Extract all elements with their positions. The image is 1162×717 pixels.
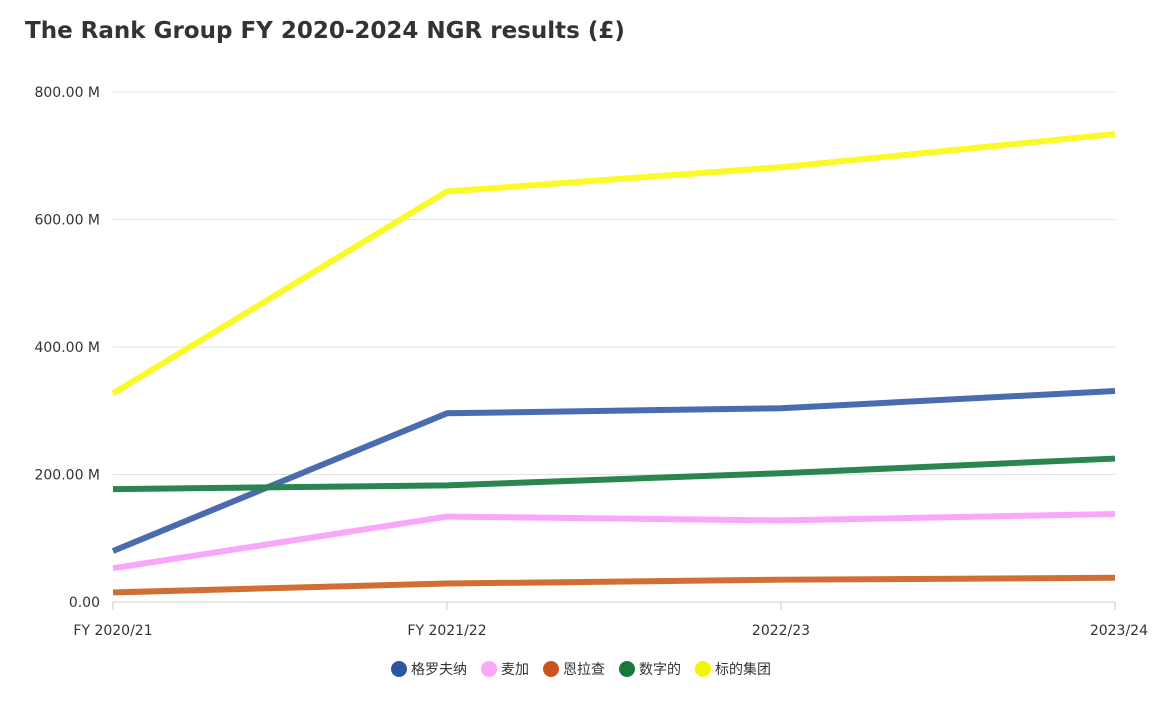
series-line-0[interactable] [111, 387, 1116, 554]
legend-label: 恩拉查 [563, 662, 605, 678]
y-tick-label: 0.00 [69, 595, 100, 611]
x-tick-label: 2022/23 [752, 623, 810, 639]
x-tick-label: FY 2021/22 [407, 623, 486, 639]
legend-item[interactable]: 恩拉查 [543, 659, 605, 679]
grid-lines [113, 91, 1115, 603]
chart-title: The Rank Group FY 2020-2024 NGR results … [25, 18, 625, 44]
legend-label: 格罗夫纳 [411, 662, 467, 678]
y-tick-label: 600.00 M [34, 213, 100, 229]
x-axis-tick-labels: FY 2020/21 FY 2021/22 2022/23 2023/24 [73, 623, 1148, 639]
series-line-1[interactable] [112, 511, 1116, 572]
x-axis [112, 602, 1116, 610]
legend-swatch-icon [543, 661, 559, 677]
x-tick-label: 2023/24 [1090, 623, 1148, 639]
y-tick-label: 200.00 M [34, 468, 100, 484]
legend-label: 标的集团 [715, 662, 771, 678]
legend: 格罗夫纳 麦加 恩拉查 数字的 标的集团 [0, 659, 1162, 679]
legend-label: 数字的 [639, 662, 681, 678]
legend-swatch-icon [619, 661, 635, 677]
y-tick-label: 400.00 M [34, 340, 100, 356]
legend-item[interactable]: 数字的 [619, 659, 681, 679]
y-tick-label: 800.00 M [34, 85, 100, 101]
legend-item[interactable]: 格罗夫纳 [391, 659, 467, 679]
x-tick-label: FY 2020/21 [73, 623, 152, 639]
series-lines [111, 131, 1116, 596]
legend-item[interactable]: 标的集团 [695, 659, 771, 679]
series-line-4[interactable] [111, 131, 1116, 397]
legend-swatch-icon [481, 661, 497, 677]
legend-swatch-icon [391, 661, 407, 677]
y-axis-tick-labels: 0.00 200.00 M 400.00 M 600.00 M 800.00 M [34, 85, 100, 611]
legend-item[interactable]: 麦加 [481, 659, 529, 679]
series-line-3[interactable] [112, 455, 1116, 493]
series-line-2[interactable] [112, 574, 1116, 596]
legend-label: 麦加 [501, 662, 529, 678]
legend-swatch-icon [695, 661, 711, 677]
